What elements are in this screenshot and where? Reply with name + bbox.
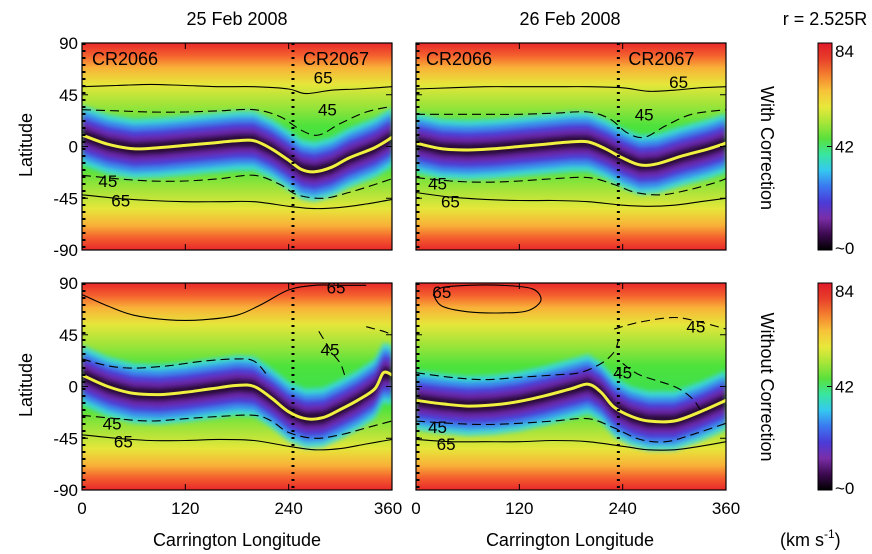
units-label: (km s-1) (780, 527, 841, 550)
contour-65-solid-0 (82, 83, 392, 95)
y-tick-label: 0 (69, 138, 78, 157)
y-axis-label-top: Latitude (16, 113, 36, 177)
rotation-label-left: CR2066 (426, 49, 492, 69)
contour-45-dashed-2 (82, 174, 392, 199)
contour-65-solid-5 (416, 438, 726, 451)
contour-label: 65 (437, 435, 456, 454)
contour-65-solid-5 (82, 434, 392, 451)
x-tick-label: 360 (712, 499, 740, 518)
y-tick-label: -45 (53, 429, 78, 448)
x-tick-label: 240 (274, 499, 302, 518)
colorbar-without-correction: 84 42 ~0 (817, 282, 854, 498)
contour-label: 45 (635, 105, 654, 124)
contour-45-dashed-1 (416, 109, 726, 139)
y-tick-label: 90 (59, 34, 78, 53)
contour-45-dashed-1 (82, 105, 392, 136)
contour-65-solid-3 (416, 191, 726, 207)
contour-label: 65 (441, 193, 460, 212)
contour-65-solid-0 (416, 86, 726, 92)
y-tick-label: -45 (53, 189, 78, 208)
contour-label: 45 (318, 101, 337, 120)
colorbar-tick-label: 42 (835, 138, 854, 157)
y-tick-label: 0 (69, 378, 78, 397)
contour-label: 65 (669, 73, 688, 92)
contour-label: 65 (114, 433, 133, 452)
panel-date-left: 25 Feb 2008 (186, 9, 287, 29)
contour-65-solid-0 (82, 284, 367, 321)
band-layer-4 (416, 135, 726, 172)
contour-45-dashed-4 (416, 417, 726, 443)
contour-label: 45 (98, 172, 117, 191)
band-layer-4 (82, 128, 392, 179)
slow-wind-band (416, 354, 726, 451)
contour-65-solid-0 (432, 284, 542, 314)
contour-45-dashed-1 (613, 316, 726, 330)
x-axis-label-left: Carrington Longitude (153, 530, 321, 550)
contour-45-dashed-3 (366, 326, 392, 336)
neutral-line (82, 133, 392, 174)
x-axis-label-right: Carrington Longitude (486, 530, 654, 550)
band-layer-4 (416, 377, 726, 428)
contour-label: 45 (613, 364, 632, 383)
colorbar-tick-label: 84 (835, 42, 854, 61)
x-tick-label: 120 (171, 499, 199, 518)
row-label-without-correction: Without Correction (757, 312, 777, 461)
colorbar-with-correction: 84 42 ~0 (817, 42, 854, 258)
x-tick-label: 360 (374, 499, 402, 518)
contour-label: 65 (432, 283, 451, 302)
y-tick-label: 45 (59, 86, 78, 105)
y-tick-label: -90 (53, 241, 78, 260)
colorbar-tick-label: ~0 (835, 479, 854, 498)
neutral-line (82, 370, 392, 421)
neutral-line (416, 139, 726, 167)
contour-label: 45 (428, 418, 447, 437)
contour-45-dashed-2 (82, 358, 268, 376)
colorbar-tick-label: ~0 (835, 239, 854, 258)
contour-label: 65 (327, 279, 346, 298)
rotation-label-left: CR2066 (92, 49, 158, 69)
neutral-line (416, 382, 726, 424)
radius-label: r = 2.525R (783, 9, 868, 29)
x-tick-label: 240 (608, 499, 636, 518)
x-tick-label: 0 (411, 499, 420, 518)
contour-label: 65 (314, 69, 333, 88)
y-tick-label: 45 (59, 326, 78, 345)
row-label-with-correction: With Correction (757, 86, 777, 210)
x-tick-label: 120 (505, 499, 533, 518)
contour-label: 45 (428, 174, 447, 193)
colorbar-tick-label: 84 (835, 282, 854, 301)
x-tick-label: 0 (77, 499, 86, 518)
panel-date-right: 26 Feb 2008 (519, 9, 620, 29)
contour-45-dashed-4 (82, 414, 392, 439)
contour-label: 65 (111, 192, 130, 211)
contour-65-solid-3 (82, 194, 392, 210)
contour-45-dashed-2 (416, 176, 726, 196)
contour-45-dashed-2 (622, 363, 701, 410)
colorbar-tick-label: 42 (835, 378, 854, 397)
y-axis-label-bottom: Latitude (16, 353, 36, 417)
contour-45-dashed-1 (318, 331, 346, 376)
contour-45-dashed-3 (416, 340, 619, 381)
contour-label: 45 (321, 341, 340, 360)
contour-label: 45 (103, 414, 122, 433)
rotation-label-right: CR2067 (303, 49, 369, 69)
rotation-label-right: CR2067 (628, 49, 694, 69)
contour-label: 45 (686, 318, 705, 337)
y-tick-label: -90 (53, 481, 78, 500)
y-tick-label: 90 (59, 274, 78, 293)
